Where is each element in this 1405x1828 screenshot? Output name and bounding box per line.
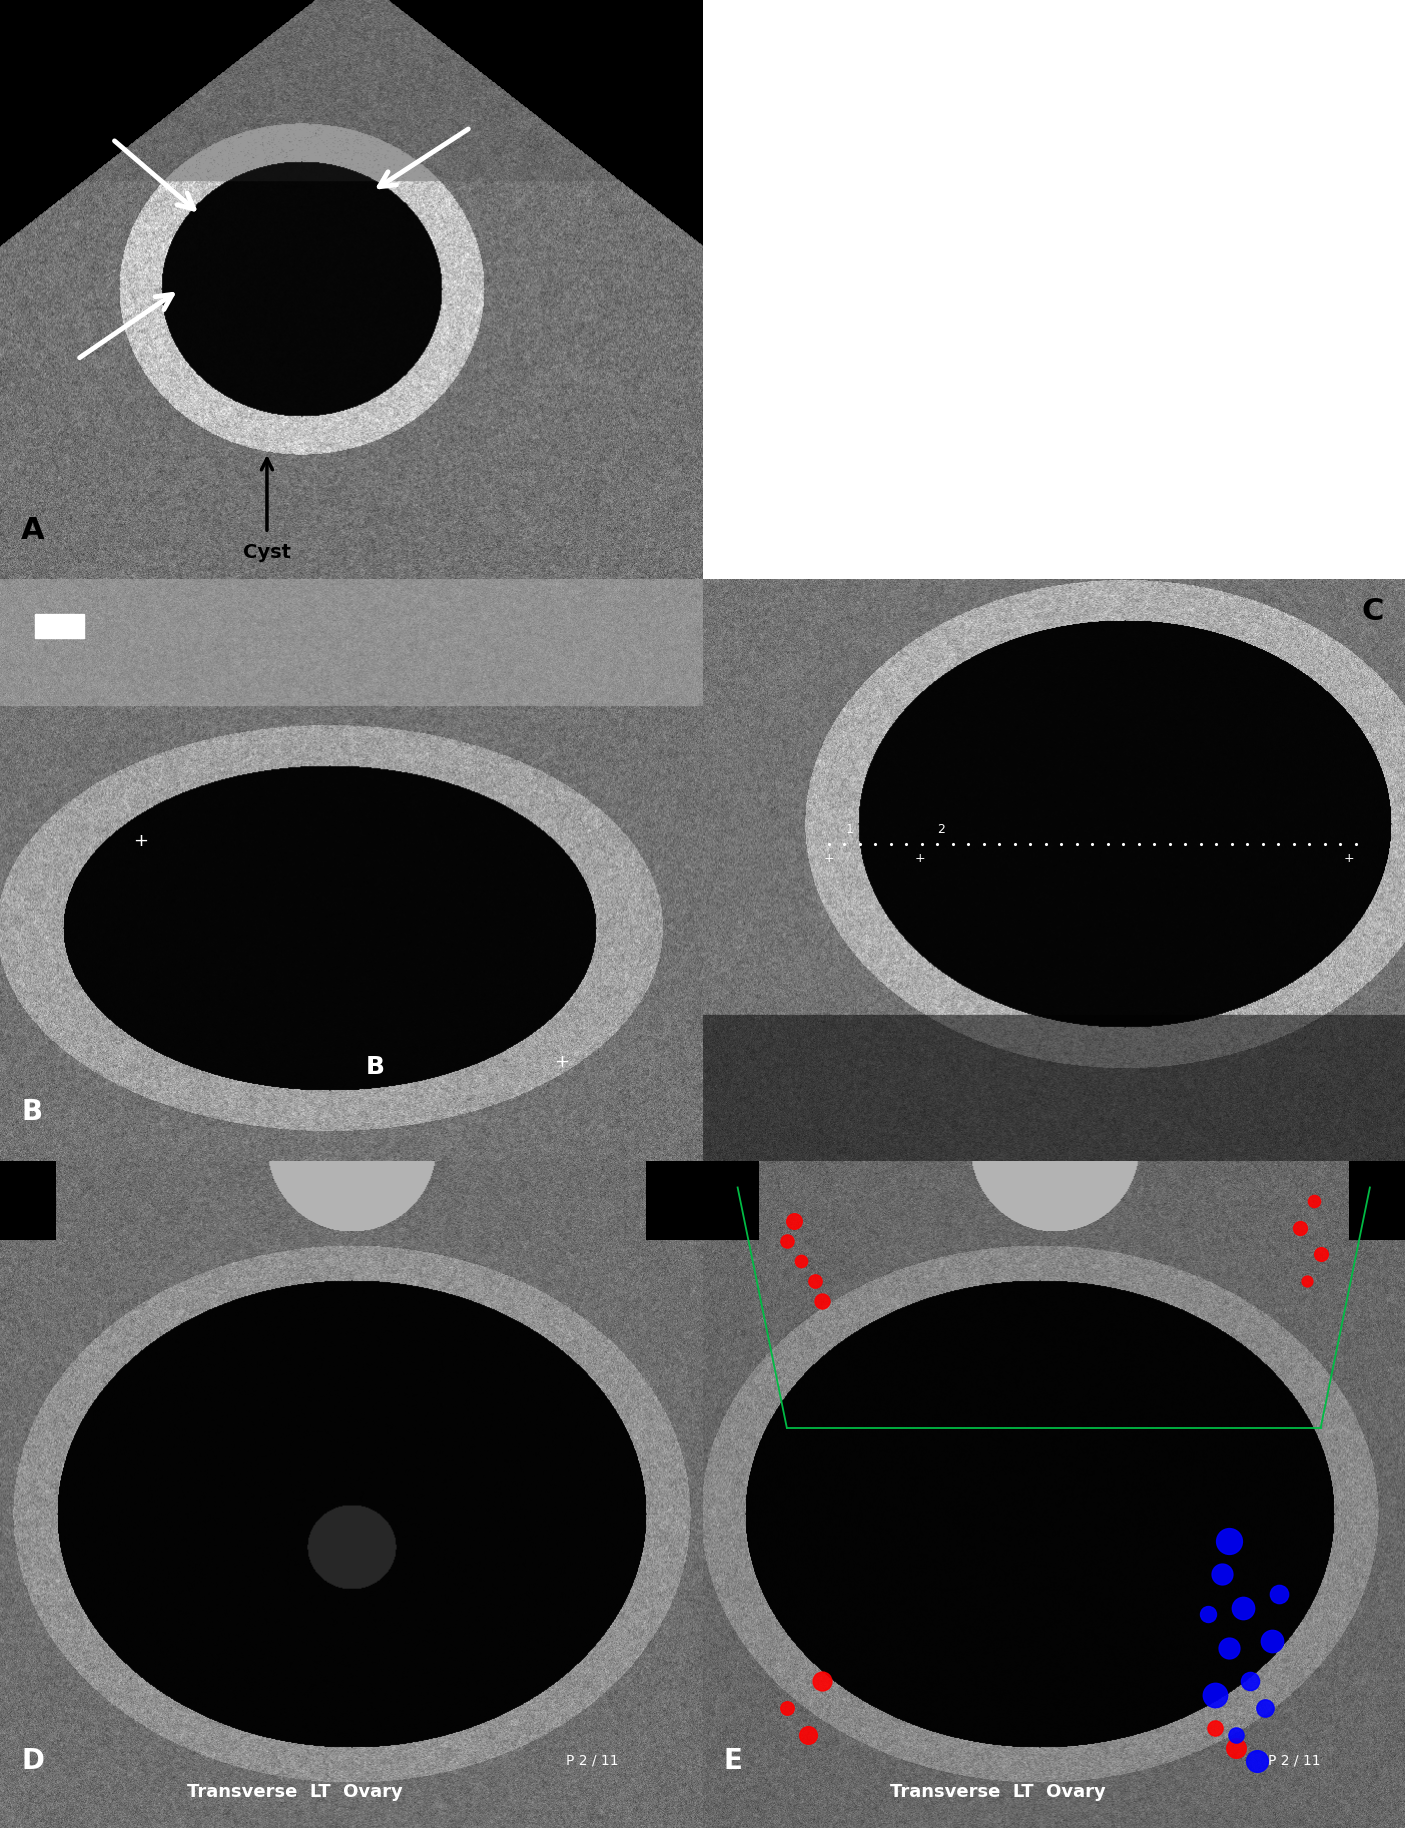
Point <box>783 1206 805 1236</box>
Point <box>1295 1267 1318 1296</box>
Text: E: E <box>724 1746 742 1775</box>
Point <box>1225 1733 1248 1762</box>
Point <box>1246 1748 1269 1777</box>
Point <box>1232 1594 1255 1623</box>
Text: Transverse  LT  Ovary: Transverse LT Ovary <box>187 1784 403 1801</box>
Text: Transverse  LT  Ovary: Transverse LT Ovary <box>889 1784 1106 1801</box>
Text: D: D <box>21 1746 44 1775</box>
Point <box>1309 1239 1332 1269</box>
Text: 2: 2 <box>937 823 946 835</box>
Text: P 2 / 11: P 2 / 11 <box>566 1753 618 1768</box>
Text: P 2 / 11: P 2 / 11 <box>1269 1753 1321 1768</box>
Point <box>1239 1667 1262 1696</box>
Point <box>1225 1720 1248 1749</box>
Text: Cyst: Cyst <box>243 543 291 561</box>
Point <box>1260 1627 1283 1656</box>
Text: C: C <box>1361 598 1384 625</box>
Point <box>797 1720 819 1749</box>
Text: +: + <box>823 852 835 865</box>
Point <box>1197 1600 1220 1629</box>
Text: B: B <box>365 1055 385 1079</box>
Text: A: A <box>21 515 45 545</box>
Point <box>1218 1632 1241 1662</box>
Point <box>1204 1713 1227 1742</box>
Point <box>1267 1579 1290 1609</box>
Text: 1: 1 <box>846 823 854 835</box>
Point <box>1253 1693 1276 1722</box>
Point <box>1204 1680 1227 1709</box>
Point <box>804 1267 826 1296</box>
Text: +: + <box>133 832 148 850</box>
Point <box>1218 1526 1241 1556</box>
Text: +: + <box>555 1053 569 1071</box>
Bar <box>35 614 84 638</box>
Point <box>776 1227 798 1256</box>
Point <box>790 1247 812 1276</box>
Point <box>811 1667 833 1696</box>
Point <box>1302 1186 1325 1216</box>
Text: +: + <box>1343 852 1354 865</box>
Text: B: B <box>21 1099 42 1126</box>
Point <box>1211 1559 1234 1589</box>
Point <box>776 1693 798 1722</box>
Point <box>1288 1214 1311 1243</box>
Point <box>811 1287 833 1316</box>
Text: +: + <box>915 852 926 865</box>
